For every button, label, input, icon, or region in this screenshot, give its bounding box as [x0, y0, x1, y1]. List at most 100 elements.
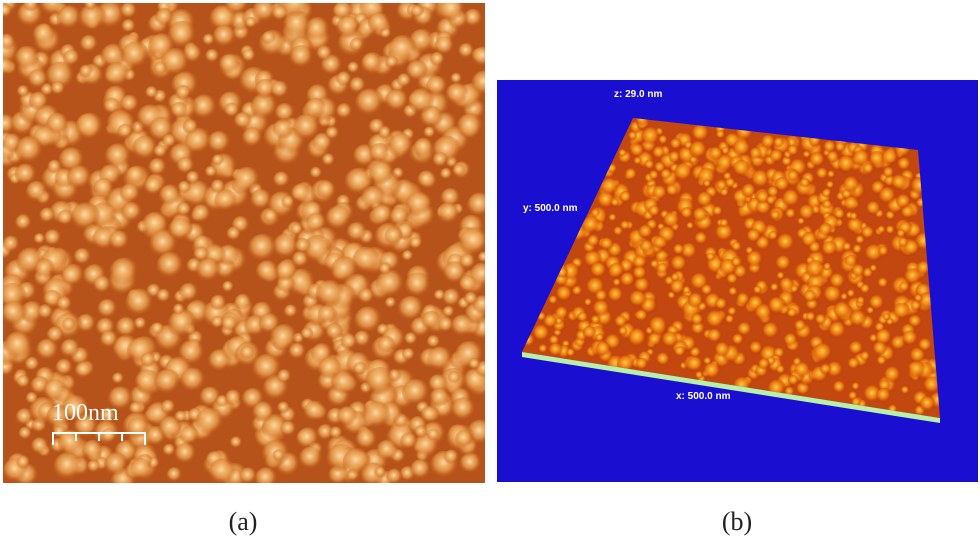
- grain: [224, 3, 250, 17]
- grain: [576, 311, 589, 324]
- grain: [210, 294, 227, 312]
- grain: [269, 324, 299, 353]
- grain: [652, 185, 668, 201]
- grain: [43, 379, 67, 403]
- grain: [16, 374, 31, 390]
- surface-edge: [522, 352, 940, 423]
- grain: [156, 288, 172, 304]
- grain: [367, 12, 391, 35]
- grain: [805, 311, 817, 323]
- grain: [821, 240, 839, 258]
- grain: [732, 139, 752, 158]
- grain: [55, 358, 74, 377]
- grain: [325, 205, 352, 232]
- grain: [823, 285, 843, 305]
- grain: [697, 167, 717, 188]
- grain: [672, 243, 686, 256]
- grain: [140, 352, 157, 369]
- grain: [582, 325, 597, 341]
- grain: [607, 287, 625, 304]
- grain: [349, 37, 364, 53]
- grain: [766, 195, 777, 206]
- grain: [93, 275, 112, 295]
- grain: [154, 368, 182, 396]
- grain: [877, 225, 887, 235]
- grain: [66, 165, 93, 191]
- grain: [316, 423, 335, 442]
- grain: [745, 250, 764, 269]
- grain: [787, 374, 800, 387]
- grain: [872, 341, 889, 357]
- grain: [714, 223, 735, 244]
- grain: [595, 341, 612, 358]
- grain: [16, 455, 31, 470]
- grain: [790, 285, 800, 294]
- grain: [543, 314, 559, 330]
- grain: [273, 171, 291, 189]
- grain: [727, 306, 738, 317]
- grain: [27, 69, 49, 90]
- grain: [280, 420, 297, 438]
- grain: [125, 288, 155, 318]
- grain: [463, 8, 484, 29]
- grain: [828, 321, 848, 341]
- grain: [670, 255, 688, 273]
- grain: [361, 53, 382, 73]
- grain: [608, 213, 618, 223]
- grain: [336, 15, 361, 40]
- grain: [882, 166, 895, 179]
- grain: [442, 288, 462, 308]
- grain: [282, 3, 310, 19]
- grain: [421, 310, 442, 331]
- grain: [608, 262, 626, 280]
- grain: [128, 401, 143, 416]
- grain: [633, 277, 651, 295]
- grain: [130, 458, 153, 481]
- grain: [815, 167, 829, 181]
- grain: [826, 150, 840, 165]
- grain: [594, 289, 609, 304]
- grain: [566, 348, 576, 358]
- grain: [808, 241, 822, 255]
- grain: [776, 271, 786, 281]
- grain: [555, 285, 574, 303]
- grain: [298, 446, 324, 471]
- grain: [353, 330, 372, 349]
- grain: [404, 272, 432, 299]
- grain: [787, 170, 800, 183]
- grain: [434, 36, 455, 57]
- grain: [584, 298, 593, 307]
- grain: [263, 209, 279, 225]
- grain: [272, 233, 300, 261]
- grain: [56, 296, 73, 313]
- grain: [910, 300, 922, 312]
- grain: [826, 361, 844, 380]
- grain: [60, 338, 81, 360]
- grain: [860, 226, 876, 241]
- grain: [798, 204, 816, 222]
- grain: [851, 264, 866, 279]
- grain: [75, 112, 105, 142]
- grain: [355, 88, 385, 118]
- grain: [592, 299, 611, 319]
- grain: [402, 347, 416, 362]
- grain: [463, 291, 479, 307]
- grain: [335, 103, 353, 121]
- grain: [224, 102, 241, 119]
- grain: [749, 147, 763, 161]
- grain: [176, 156, 196, 176]
- grain: [885, 225, 896, 236]
- grain: [166, 467, 183, 483]
- grain: [250, 188, 273, 212]
- grain: [846, 289, 856, 299]
- grain: [179, 425, 200, 447]
- grain: [207, 130, 232, 155]
- grain: [439, 3, 466, 24]
- grain: [178, 282, 200, 303]
- grain: [252, 3, 278, 24]
- grain: [270, 80, 290, 100]
- grain: [3, 300, 28, 328]
- grain: [304, 97, 327, 120]
- grain: [696, 191, 714, 209]
- grain: [156, 251, 185, 281]
